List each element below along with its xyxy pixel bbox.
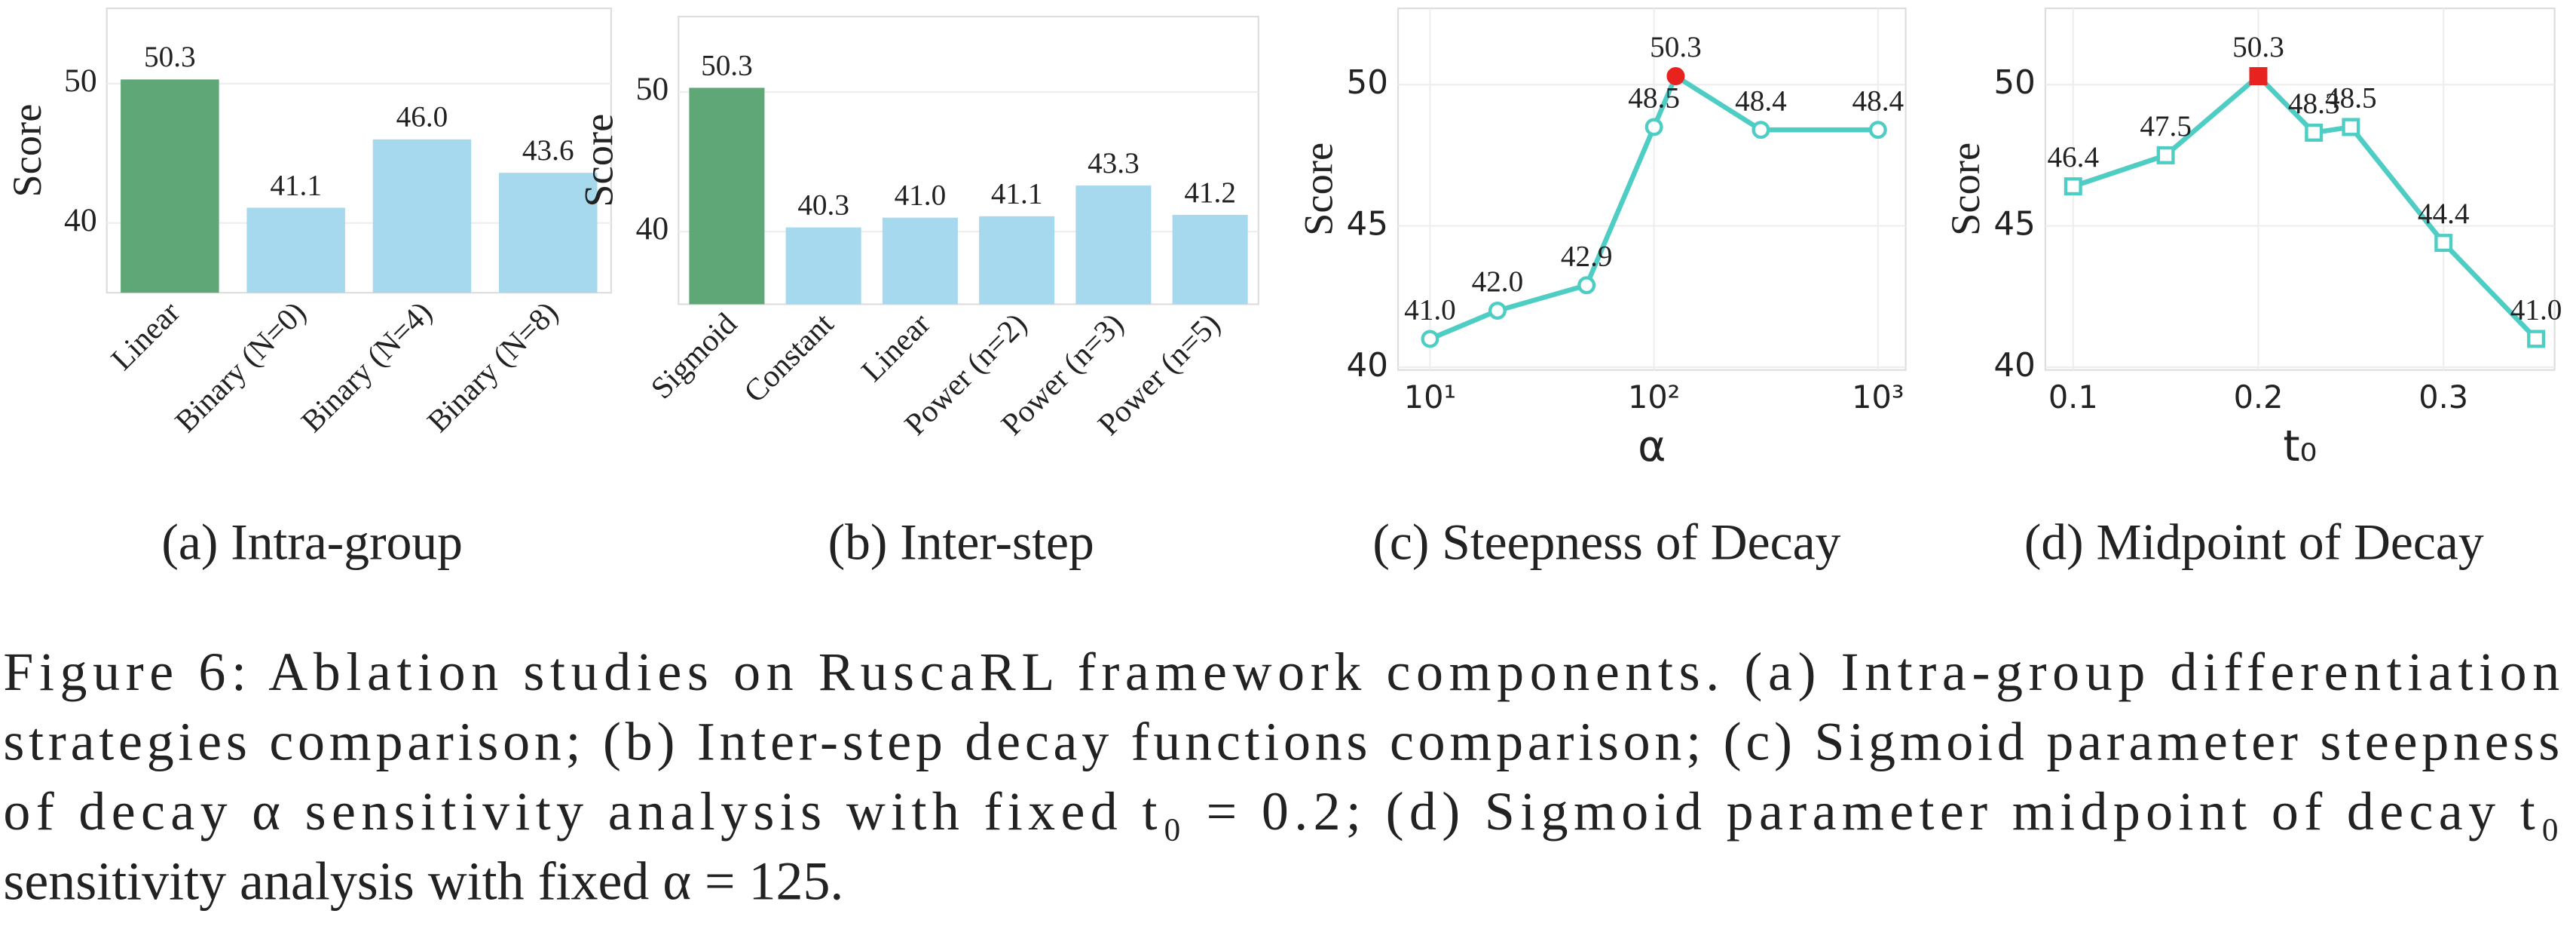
marker: [2305, 123, 2324, 142]
data-label: 41.0: [1404, 294, 1456, 327]
bar: [979, 216, 1055, 305]
data-label: 50.3: [144, 41, 196, 73]
x-tick-label: 10¹: [1404, 379, 1456, 415]
data-label: 42.9: [1561, 240, 1613, 272]
caption-line: of decay α sensitivity analysis with fix…: [3, 781, 2559, 842]
x-tick-label: 10³: [1852, 379, 1904, 415]
data-label: 41.0: [895, 179, 947, 211]
y-axis-label: Score: [1295, 143, 1341, 236]
data-label: 50.3: [1650, 31, 1702, 63]
data-label: 44.4: [2418, 198, 2470, 230]
y-axis-label: Score: [1942, 143, 1988, 236]
data-label: 43.6: [522, 134, 574, 167]
marker: [1577, 276, 1596, 295]
y-tick-label: 40: [1347, 347, 1388, 385]
data-label: 46.0: [396, 101, 448, 133]
marker: [1868, 121, 1887, 140]
bar: [882, 217, 958, 305]
data-label: 48.3: [2288, 87, 2340, 120]
plot-frame: [678, 15, 1259, 305]
data-label: 40.3: [797, 189, 849, 221]
data-label: 43.3: [1088, 147, 1140, 179]
y-tick-label: 50: [1993, 64, 2035, 102]
marker: [2156, 146, 2175, 164]
bar: [121, 79, 219, 293]
bar: [499, 173, 598, 293]
plot-frame: [106, 8, 612, 294]
marker: [2434, 234, 2453, 253]
data-label: 50.3: [2232, 31, 2284, 63]
x-tick-label: Binary (N=8): [421, 295, 565, 440]
y-tick-label: 50: [64, 63, 97, 99]
bar: [246, 207, 345, 293]
y-tick-label: 50: [636, 71, 669, 107]
x-tick-label: Linear: [104, 294, 186, 376]
subcaption: (c) Steepness of Decay: [1372, 514, 1840, 571]
marker: [1644, 118, 1663, 136]
x-tick-label: 0.1: [2048, 379, 2098, 415]
bar: [785, 227, 861, 305]
plot-frame: [2044, 8, 2556, 371]
x-tick-label: Constant: [737, 305, 840, 409]
bar: [372, 139, 472, 293]
marker: [2342, 118, 2360, 136]
x-tick-label: 0.3: [2418, 379, 2468, 415]
x-axis-label: α: [1638, 422, 1666, 471]
marker: [1421, 330, 1439, 348]
plot-frame: [1397, 8, 1907, 371]
data-label: 46.4: [2047, 141, 2099, 173]
y-axis-label: Score: [576, 114, 622, 207]
x-tick-label: Sigmoid: [644, 306, 743, 406]
y-axis-label: Score: [4, 104, 50, 198]
bar: [689, 87, 765, 305]
data-label: 50.3: [701, 49, 753, 81]
subcaption: (d) Midpoint of Decay: [2024, 514, 2484, 571]
data-label: 42.0: [1472, 265, 1524, 298]
marker: [2064, 177, 2082, 196]
marker: [2527, 330, 2546, 348]
x-axis-label: t₀: [2283, 422, 2317, 471]
x-tick-label: Binary (N=4): [294, 295, 439, 440]
y-tick-label: 40: [1993, 347, 2035, 385]
bar: [1075, 185, 1152, 305]
data-label: 41.1: [991, 178, 1043, 210]
y-tick-label: 45: [1347, 206, 1388, 244]
y-tick-label: 40: [636, 210, 669, 247]
y-tick-label: 45: [1993, 206, 2035, 244]
data-label: 48.4: [1735, 84, 1787, 117]
y-tick-label: 40: [64, 202, 97, 238]
x-tick-label: 0.2: [2234, 379, 2284, 415]
bar: [1172, 214, 1248, 305]
data-label: 48.5: [2325, 82, 2377, 115]
data-label: 41.1: [270, 169, 322, 201]
marker: [1666, 67, 1685, 86]
data-label: 41.0: [2510, 294, 2562, 327]
caption-line: Figure 6: Ablation studies on RuscaRL fr…: [3, 642, 2559, 702]
data-label: 47.5: [2140, 110, 2192, 143]
x-tick-label: Binary (N=0): [168, 295, 313, 440]
marker: [1751, 121, 1770, 140]
data-label: 48.4: [1852, 84, 1904, 117]
data-label: 48.5: [1628, 82, 1680, 115]
marker: [2249, 67, 2268, 86]
x-tick-label: 10²: [1628, 379, 1680, 415]
data-label: 41.2: [1184, 176, 1236, 209]
subcaption: (a) Intra-group: [161, 514, 463, 571]
subcaption: (b) Inter-step: [828, 514, 1094, 571]
caption-line: strategies comparison; (b) Inter-step de…: [3, 711, 2559, 771]
caption-line: sensitivity analysis with fixed α = 125.: [3, 851, 843, 912]
marker: [1488, 301, 1507, 320]
x-tick-label: Linear: [855, 306, 937, 388]
y-tick-label: 50: [1347, 64, 1388, 102]
